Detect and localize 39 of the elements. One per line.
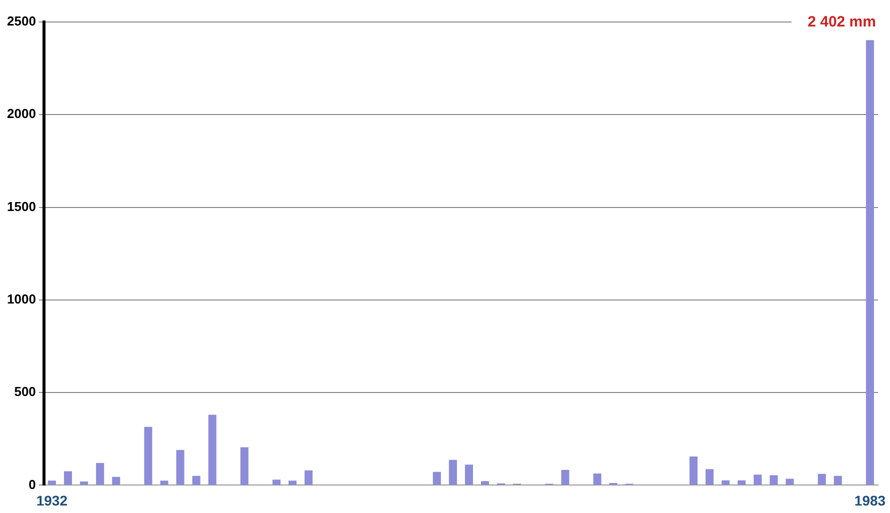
bar (834, 476, 842, 485)
bar (304, 470, 313, 485)
bar (738, 480, 746, 485)
y-tick-label: 1000 (7, 292, 36, 306)
bar (561, 470, 570, 485)
bar (481, 481, 490, 485)
bar (706, 469, 714, 485)
annotation: 2 402 mm (808, 13, 876, 30)
bar (722, 480, 730, 485)
bar (144, 426, 152, 485)
bar (690, 456, 698, 485)
y-tick-label: 500 (14, 384, 36, 400)
bar (112, 476, 120, 485)
bar (176, 450, 184, 485)
bar (464, 464, 473, 485)
bar (80, 481, 88, 485)
bar (48, 480, 56, 485)
y-tick-label: 2000 (7, 106, 36, 122)
x-tick-label: 1983 (854, 492, 886, 508)
bar (818, 474, 826, 485)
y-tick-label: 1500 (7, 198, 36, 214)
bar (432, 472, 441, 485)
bar (754, 474, 762, 485)
bar (192, 476, 200, 485)
bar (786, 478, 794, 485)
bar (770, 475, 778, 485)
bar (208, 414, 216, 485)
y-tick-label: 0 (28, 476, 36, 492)
bar (240, 447, 248, 485)
x-tick-label: 1932 (36, 492, 68, 508)
bar (64, 471, 72, 485)
y-tick-label: 2500 (7, 14, 36, 29)
bar (866, 40, 874, 485)
bar (448, 460, 457, 485)
bar (593, 474, 602, 485)
bar (272, 480, 281, 485)
bar (160, 480, 168, 485)
bar (96, 462, 104, 485)
bar (288, 480, 297, 485)
